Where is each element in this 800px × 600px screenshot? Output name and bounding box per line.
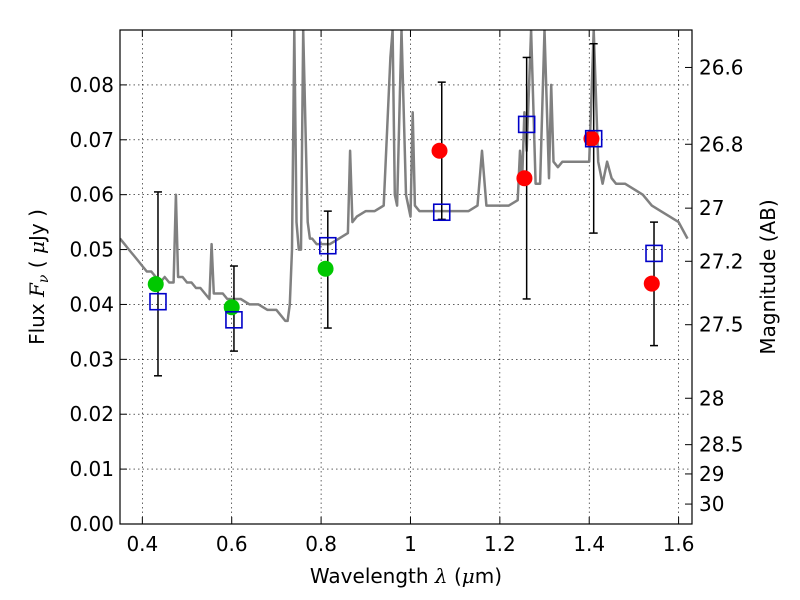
- y2-tick-label: 27: [699, 196, 724, 220]
- y-tick-label: 0.01: [69, 457, 114, 481]
- green-point: [147, 276, 164, 293]
- model-box: [584, 129, 603, 148]
- y2-tick-label: 26.6: [699, 55, 744, 79]
- y2-tick-label: 28: [699, 386, 724, 410]
- y-tick-label: 0.08: [69, 73, 114, 97]
- model-box: [432, 203, 451, 222]
- y-axis-label: Flux Fν ( μJy ): [25, 209, 52, 345]
- y-tick-label: 0.00: [69, 512, 114, 536]
- x-axis-ticks: 0.4 0.6 0.8 1 1.2 1.4 1.6: [126, 30, 695, 556]
- y2-tick-label: 26.8: [699, 132, 744, 156]
- red-point: [643, 275, 660, 292]
- red-point: [583, 130, 600, 147]
- x-tick-label: 1.6: [663, 532, 695, 556]
- model-box: [318, 236, 337, 255]
- y-axis-ticks: 0.00 0.01 0.02 0.03 0.04 0.05 0.06 0.07 0.08: [69, 73, 127, 536]
- model-box: [517, 115, 536, 134]
- x-axis-label: Wavelength λ (μm): [310, 564, 502, 588]
- x-tick-label: 1.4: [573, 532, 605, 556]
- green-points: [147, 260, 334, 316]
- y-tick-label: 0.03: [69, 347, 114, 371]
- y2-tick-label: 27.5: [699, 313, 744, 337]
- y-tick-label: 0.02: [69, 402, 114, 426]
- y-tick-label: 0.05: [69, 238, 114, 262]
- y-tick-label: 0.06: [69, 183, 114, 207]
- model-box: [225, 311, 243, 329]
- x-tick-label: 0.6: [216, 532, 248, 556]
- y2-tick-label: 30: [699, 492, 724, 516]
- red-point: [431, 142, 448, 159]
- model-boxes: [149, 115, 663, 329]
- error-bars: [153, 42, 659, 377]
- y-tick-label: 0.07: [69, 128, 114, 152]
- spectrum-series: [120, 30, 689, 323]
- y2-axis-ticks: 26.6 26.8 27 27.2 27.5 28 28.5 29 30: [685, 55, 744, 516]
- x-tick-label: 0.8: [305, 532, 337, 556]
- green-point: [317, 260, 334, 277]
- model-box: [149, 292, 167, 311]
- spectrum-line: [120, 30, 689, 323]
- grid-lines: [120, 30, 692, 524]
- y2-tick-label: 27.2: [699, 249, 744, 273]
- plot-frame: [119, 29, 693, 525]
- red-points: [431, 130, 660, 292]
- y2-axis-label: Magnitude (AB): [756, 199, 780, 354]
- y-tick-label: 0.04: [69, 292, 114, 316]
- y2-tick-label: 29: [699, 462, 724, 486]
- model-box: [645, 244, 663, 263]
- red-point: [516, 170, 533, 187]
- y2-tick-label: 28.5: [699, 433, 744, 457]
- x-tick-label: 0.4: [126, 532, 158, 556]
- x-tick-label: 1.2: [484, 532, 516, 556]
- x-tick-label: 1: [404, 532, 417, 556]
